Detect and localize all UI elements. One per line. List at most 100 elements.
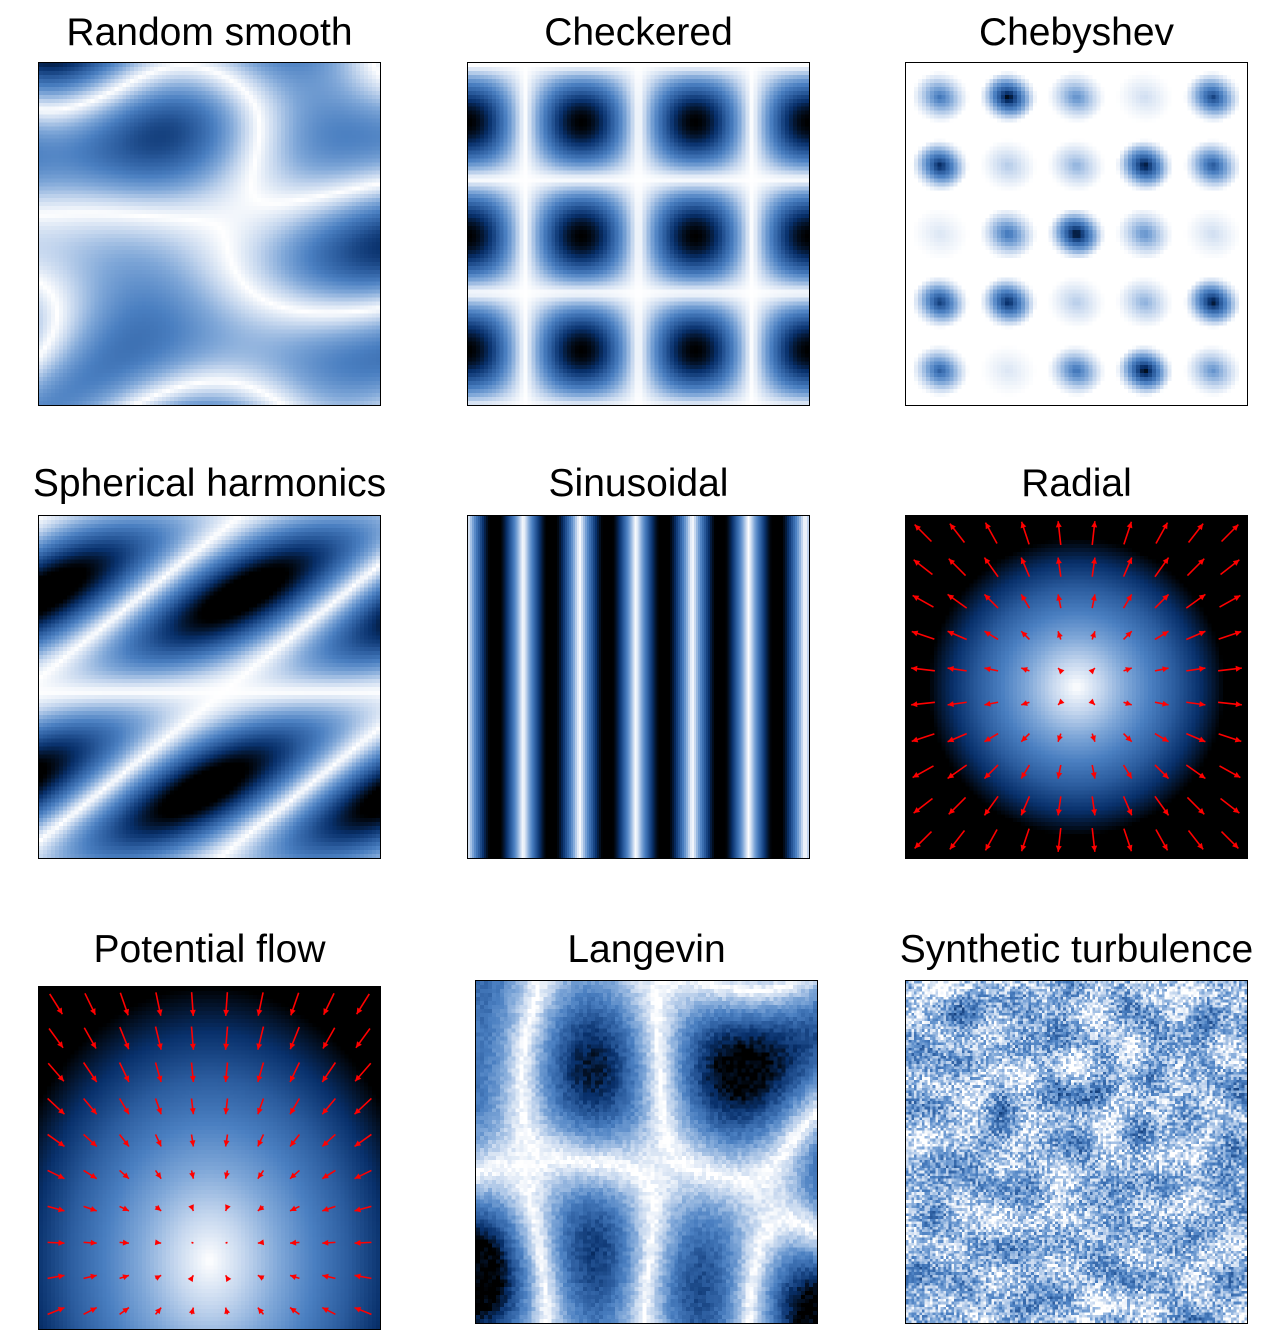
quiver-arrow bbox=[154, 1062, 163, 1083]
quiver-arrow bbox=[354, 1062, 372, 1082]
quiver-arrow bbox=[47, 1239, 65, 1246]
quiver-arrow bbox=[949, 830, 966, 850]
quiver-arrow bbox=[1123, 521, 1133, 545]
quiver-arrow bbox=[1220, 559, 1240, 576]
quiver-arrow bbox=[984, 700, 999, 707]
quiver-arrow bbox=[257, 1307, 265, 1315]
quiver-arrow bbox=[289, 1274, 300, 1281]
quiver-arrow bbox=[947, 701, 967, 708]
quiver-arrow bbox=[1056, 764, 1063, 779]
quiver-arrow bbox=[983, 764, 999, 780]
quiver-arrow bbox=[911, 665, 935, 672]
heatmap-image bbox=[39, 63, 380, 405]
quiver-arrow bbox=[984, 829, 998, 851]
quiver-arrow bbox=[154, 1134, 162, 1147]
quiver-arrow bbox=[1154, 666, 1169, 673]
quiver-arrow bbox=[1154, 557, 1170, 578]
quiver-arrow bbox=[1091, 521, 1098, 545]
quiver-arrow bbox=[911, 701, 935, 708]
quiver-arrow bbox=[322, 992, 335, 1016]
quiver-arrow bbox=[322, 1027, 336, 1049]
quiver-arrow bbox=[1186, 665, 1206, 672]
quiver-arrow bbox=[256, 1062, 265, 1083]
panel-title: Radial bbox=[1021, 462, 1132, 505]
quiver-arrows bbox=[47, 992, 372, 1316]
quiver-arrow bbox=[1187, 830, 1204, 850]
quiver-arrow bbox=[913, 559, 933, 576]
panel-title: Sinusoidal bbox=[548, 462, 729, 505]
quiver-arrow bbox=[191, 1241, 194, 1244]
panel-radial: Radial bbox=[905, 450, 1248, 859]
quiver-arrow bbox=[322, 1239, 336, 1246]
quiver-arrow bbox=[187, 1274, 195, 1282]
quiver-arrow bbox=[189, 1170, 195, 1179]
quiver-arrow bbox=[154, 1026, 163, 1050]
quiver-arrow bbox=[289, 1306, 300, 1315]
quiver-arrow bbox=[1122, 630, 1133, 641]
quiver-arrow bbox=[119, 992, 130, 1016]
quiver-arrow bbox=[355, 1028, 371, 1049]
quiver-arrow bbox=[1057, 698, 1065, 706]
heatmap-image bbox=[468, 63, 809, 405]
quiver-arrow bbox=[119, 1205, 130, 1212]
quiver-arrow bbox=[1154, 593, 1170, 609]
quiver-arrow bbox=[1020, 667, 1030, 673]
quiver-arrow bbox=[257, 1204, 265, 1212]
quiver-arrow bbox=[1020, 593, 1031, 609]
quiver-arrow bbox=[947, 764, 968, 780]
quiver-arrow bbox=[1091, 828, 1098, 852]
quiver-arrow bbox=[1123, 667, 1133, 673]
quiver-arrow bbox=[1186, 701, 1206, 708]
quiver-arrow bbox=[322, 1273, 336, 1280]
quiver-arrow bbox=[353, 1097, 372, 1115]
quiver-arrow bbox=[983, 795, 999, 816]
quiver-arrow bbox=[47, 1097, 66, 1115]
heatmap-image bbox=[39, 987, 380, 1329]
quiver-arrow bbox=[257, 1274, 265, 1281]
quiver-arrow bbox=[1219, 594, 1241, 608]
quiver-arrow bbox=[1057, 667, 1065, 675]
quiver-arrow bbox=[1154, 732, 1169, 743]
quiver-arrow bbox=[289, 1239, 300, 1246]
quiver-arrow bbox=[1218, 630, 1242, 640]
quiver-arrow bbox=[354, 1273, 372, 1280]
quiver-arrow bbox=[257, 1169, 265, 1180]
quiver-arrow bbox=[912, 765, 934, 779]
panel-title: Langevin bbox=[567, 928, 726, 971]
quiver-arrows bbox=[911, 521, 1242, 852]
heatmap-image bbox=[906, 63, 1247, 405]
panel-title: Random smooth bbox=[66, 11, 353, 54]
quiver-arrow bbox=[154, 1274, 162, 1281]
quiver-arrow bbox=[1218, 665, 1242, 672]
quiver-arrow bbox=[1020, 764, 1031, 779]
panel-checkered: Checkered bbox=[467, 0, 810, 406]
quiver-arrow bbox=[983, 593, 999, 609]
quiver-arrow bbox=[189, 1134, 196, 1147]
quiver-arrow bbox=[1186, 558, 1205, 577]
heatmap-plot bbox=[38, 62, 381, 406]
panel-potential-flow: Potential flow bbox=[38, 916, 381, 1330]
quiver-arrow bbox=[1154, 795, 1170, 816]
panel-langevin: Langevin bbox=[475, 916, 818, 1324]
quiver-arrow bbox=[1220, 830, 1239, 849]
quiver-arrow bbox=[1090, 594, 1097, 609]
heatmap-plot bbox=[905, 515, 1248, 859]
quiver-arrow bbox=[189, 1098, 196, 1115]
heatmap-plot bbox=[38, 515, 381, 859]
quiver-arrow bbox=[1220, 797, 1240, 814]
quiver-arrow bbox=[1055, 796, 1062, 816]
quiver-arrow bbox=[119, 1274, 130, 1281]
quiver-arrow bbox=[911, 630, 935, 640]
quiver-arrow bbox=[257, 1239, 265, 1246]
quiver-arrow bbox=[256, 992, 264, 1016]
quiver-arrow bbox=[48, 1028, 64, 1049]
quiver-arrow bbox=[83, 1273, 97, 1280]
quiver-arrow bbox=[118, 1062, 130, 1083]
quiver-arrow bbox=[289, 1169, 300, 1180]
quiver-arrow bbox=[224, 1170, 230, 1179]
quiver-arrow bbox=[984, 732, 999, 743]
quiver-arrow bbox=[224, 1204, 231, 1212]
quiver-arrow bbox=[1020, 828, 1030, 852]
quiver-arrow bbox=[1220, 524, 1239, 543]
quiver-arrow bbox=[1154, 764, 1170, 780]
